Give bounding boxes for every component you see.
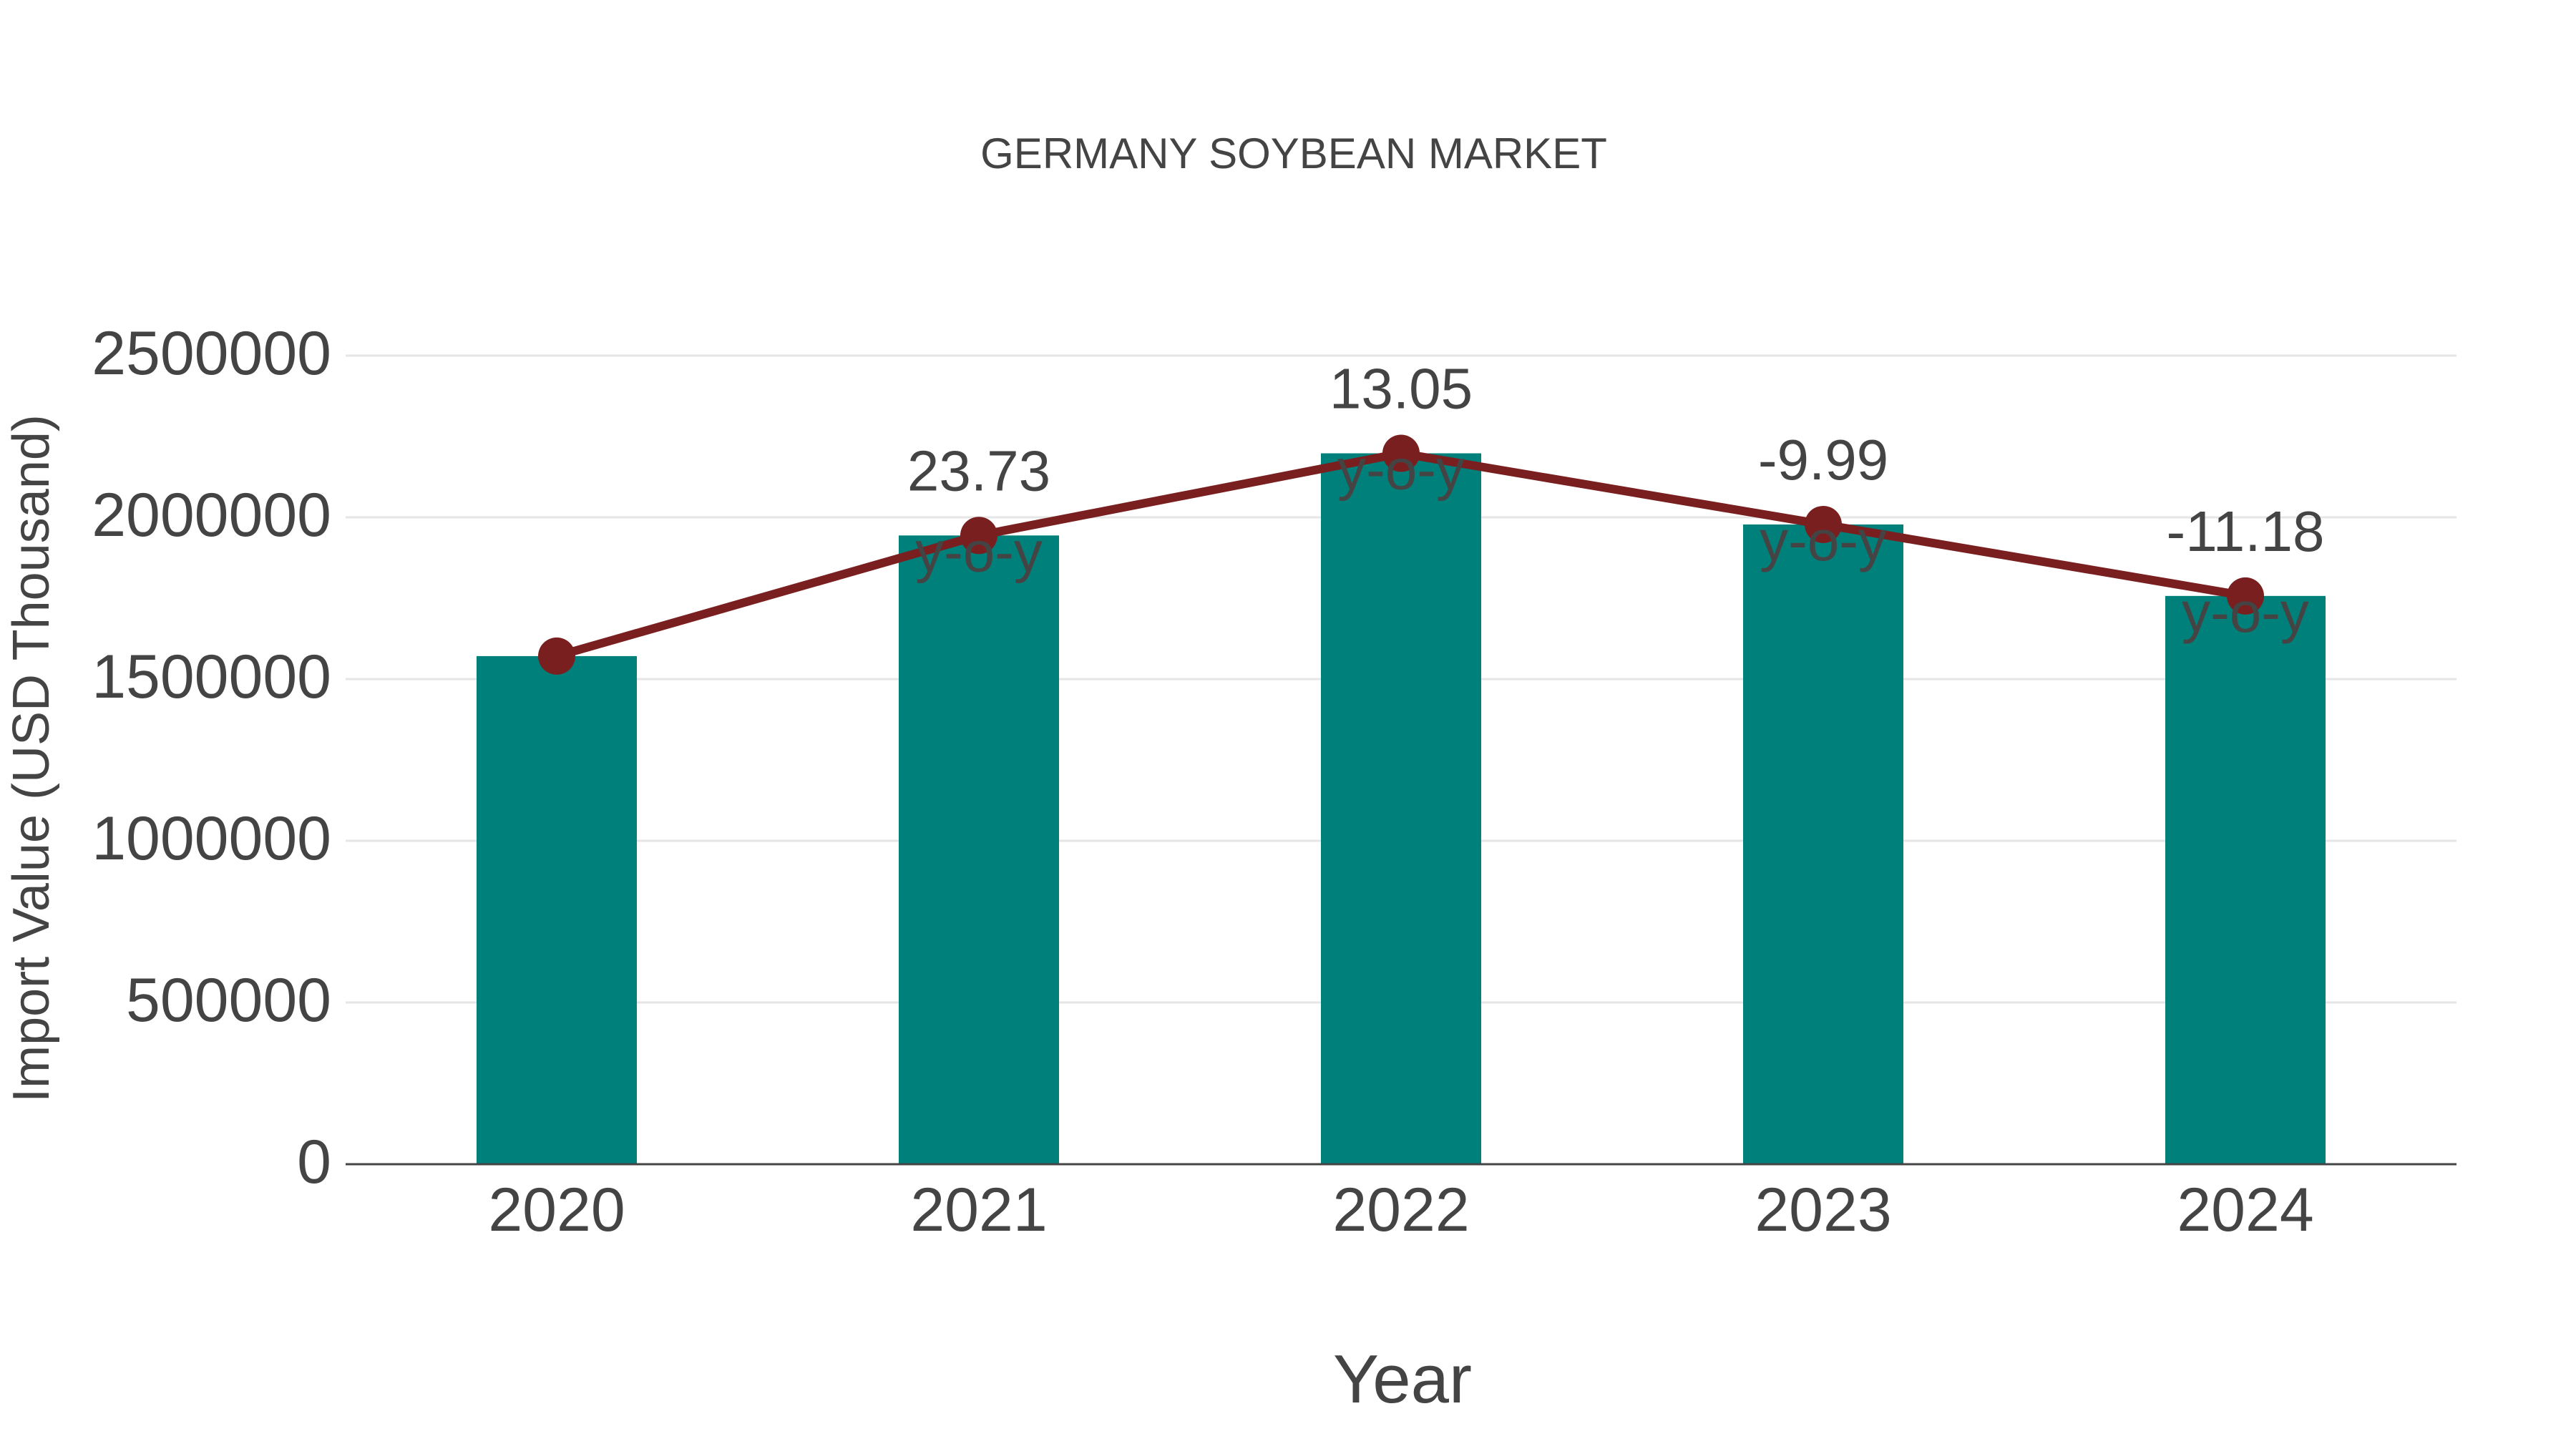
x-tick-label: 2022 (1332, 1176, 1469, 1244)
line-marker (1382, 434, 1420, 472)
y-tick-label: 500000 (126, 966, 331, 1035)
trend-line (538, 434, 2264, 675)
yoy-value: -11.18 (2167, 499, 2325, 563)
x-axis-label: Year (1333, 1341, 1472, 1418)
y-tick-label: 2500000 (92, 319, 331, 388)
yoy-suffix: y-o-y (1760, 509, 1887, 572)
x-axis-ticks: 2020 2021 2022 2023 2024 (488, 1176, 2313, 1244)
x-tick-label: 2024 (2177, 1176, 2313, 1244)
x-tick-label: 2021 (910, 1176, 1047, 1244)
yoy-annotations: 23.73 y-o-y 13.05 y-o-y -9.99 y-o-y -11.18 y-o-… (907, 357, 2325, 644)
yoy-value: 23.73 (907, 439, 1050, 502)
bar (1743, 524, 1903, 1164)
y-tick-label: 0 (297, 1128, 331, 1196)
line-marker (538, 637, 575, 675)
x-tick-label: 2023 (1755, 1176, 1891, 1244)
x-tick-label: 2020 (488, 1176, 625, 1244)
yoy-value: 13.05 (1330, 357, 1473, 421)
bars (477, 453, 2326, 1164)
line-marker (1805, 505, 1842, 543)
y-axis-ticks: 0 500000 1000000 1500000 2000000 2500000 (92, 319, 331, 1196)
y-tick-label: 1000000 (92, 804, 331, 873)
bar (899, 535, 1059, 1164)
yoy-suffix: y-o-y (2182, 580, 2309, 644)
bar (477, 655, 637, 1164)
chart-title: GERMANY SOYBEAN MARKET (980, 130, 1607, 177)
line-marker (960, 517, 997, 555)
y-tick-label: 1500000 (92, 643, 331, 711)
y-axis-label: Import Value (USD Thousand) (3, 414, 60, 1103)
bar (1321, 453, 1481, 1164)
yoy-value: -9.99 (1758, 428, 1888, 492)
line-marker (2227, 577, 2264, 615)
yoy-suffix: y-o-y (1337, 438, 1465, 502)
yoy-suffix: y-o-y (915, 519, 1043, 583)
bar (2165, 595, 2326, 1164)
y-tick-label: 2000000 (92, 481, 331, 550)
